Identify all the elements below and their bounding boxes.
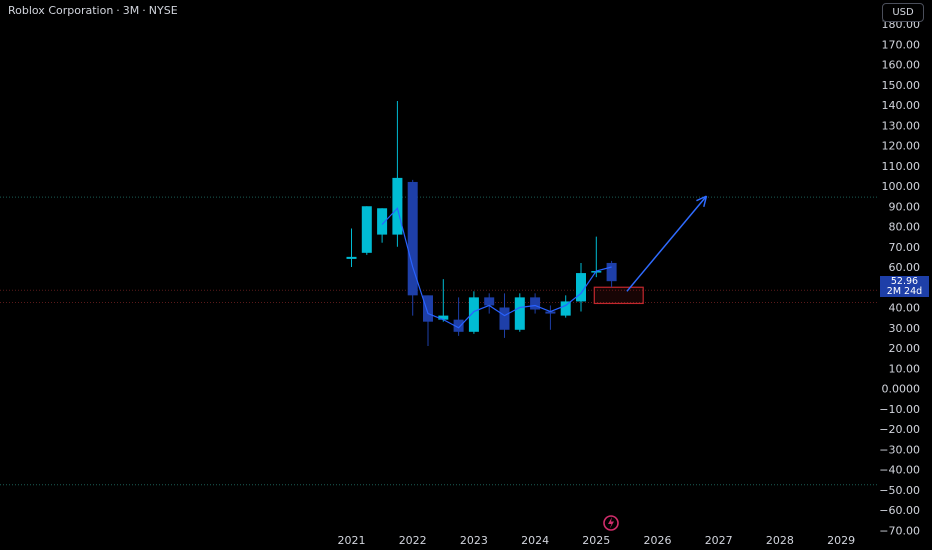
candle-body bbox=[606, 262, 617, 282]
y-tick-label: 70.00 bbox=[889, 241, 921, 254]
y-tick-label: 60.00 bbox=[889, 261, 921, 274]
time-axis: 2021 2022 2023 2024 2025 2026 2027 2028 2029 bbox=[338, 534, 856, 547]
y-tick-label: 10.00 bbox=[889, 362, 921, 375]
x-tick-label: 2025 bbox=[582, 534, 610, 547]
currency-button[interactable]: USD bbox=[882, 3, 924, 22]
y-tick-label: −10.00 bbox=[879, 403, 920, 416]
candle-body bbox=[453, 319, 464, 332]
horizontal-levels bbox=[0, 196, 878, 486]
moving-average-line bbox=[381, 207, 612, 329]
candle[interactable] bbox=[453, 297, 464, 336]
x-tick-label: 2024 bbox=[521, 534, 549, 547]
zone-rectangle[interactable] bbox=[593, 286, 644, 305]
arrow-shaft[interactable] bbox=[626, 195, 708, 292]
candle[interactable] bbox=[392, 100, 403, 247]
candle[interactable] bbox=[438, 279, 449, 322]
candle[interactable] bbox=[468, 291, 479, 334]
y-tick-label: 120.00 bbox=[882, 140, 921, 153]
candle[interactable] bbox=[346, 228, 357, 267]
y-tick-label: 130.00 bbox=[882, 119, 921, 132]
y-tick-label: 30.00 bbox=[889, 322, 921, 335]
candle-body bbox=[423, 295, 433, 322]
candle[interactable] bbox=[484, 293, 495, 314]
candle[interactable] bbox=[407, 179, 418, 316]
candle[interactable] bbox=[361, 206, 372, 255]
y-tick-label: −60.00 bbox=[879, 504, 920, 517]
y-tick-label: 140.00 bbox=[882, 99, 921, 112]
y-tick-label: −30.00 bbox=[879, 443, 920, 456]
x-tick-label: 2029 bbox=[827, 534, 855, 547]
price-axis: 180.00170.00160.00150.00140.00130.00120.… bbox=[879, 18, 920, 537]
candle[interactable] bbox=[377, 208, 388, 243]
interval-label[interactable]: 3M bbox=[122, 4, 140, 17]
candle[interactable] bbox=[606, 260, 617, 288]
candle-body bbox=[377, 208, 388, 235]
exchange-label: NYSE bbox=[148, 4, 178, 17]
candle-body bbox=[514, 297, 525, 330]
arrow-head bbox=[696, 195, 707, 202]
candlestick-series bbox=[346, 100, 617, 346]
x-tick-label: 2026 bbox=[644, 534, 672, 547]
candle-body bbox=[438, 315, 449, 320]
tradingview-logo-icon bbox=[603, 515, 619, 531]
candle-body bbox=[361, 206, 372, 253]
candle-body bbox=[468, 297, 479, 332]
ma-line-path bbox=[381, 207, 612, 329]
y-tick-label: −50.00 bbox=[879, 484, 920, 497]
candle-body bbox=[530, 297, 541, 310]
candle[interactable] bbox=[530, 293, 541, 314]
candle[interactable] bbox=[545, 305, 556, 330]
candle[interactable] bbox=[423, 295, 433, 346]
x-tick-label: 2028 bbox=[766, 534, 794, 547]
y-tick-label: −20.00 bbox=[879, 423, 920, 436]
y-tick-label: 90.00 bbox=[889, 200, 921, 213]
candle-body bbox=[499, 307, 510, 330]
candle[interactable] bbox=[576, 262, 586, 312]
x-tick-label: 2022 bbox=[399, 534, 427, 547]
candle-body bbox=[545, 311, 556, 314]
arrow-head bbox=[703, 195, 708, 207]
projection-arrow bbox=[626, 195, 708, 292]
last-price-value: 52.96 bbox=[890, 276, 919, 287]
y-tick-label: 170.00 bbox=[882, 38, 921, 51]
y-tick-label: 160.00 bbox=[882, 59, 921, 72]
x-tick-label: 2023 bbox=[460, 534, 488, 547]
y-tick-label: 80.00 bbox=[889, 221, 921, 234]
title-separator: · bbox=[142, 4, 146, 17]
y-tick-label: 20.00 bbox=[889, 342, 921, 355]
candle[interactable] bbox=[514, 293, 525, 332]
bar-countdown: 2M 24d bbox=[886, 286, 923, 297]
support-zone bbox=[593, 286, 644, 305]
candle[interactable] bbox=[560, 295, 571, 318]
title-separator: · bbox=[116, 4, 120, 17]
candle-body bbox=[560, 301, 571, 316]
last-price-label: 52.96 2M 24d bbox=[880, 276, 929, 297]
y-tick-label: −70.00 bbox=[879, 524, 920, 537]
symbol-name: Roblox Corporation bbox=[8, 4, 114, 17]
candle-body bbox=[392, 177, 403, 235]
y-tick-label: 150.00 bbox=[882, 79, 921, 92]
y-tick-label: 100.00 bbox=[882, 180, 921, 193]
x-tick-label: 2027 bbox=[705, 534, 733, 547]
candle-body bbox=[407, 181, 418, 296]
candle-body bbox=[576, 273, 586, 302]
y-tick-label: −40.00 bbox=[879, 464, 920, 477]
y-tick-label: 110.00 bbox=[882, 160, 921, 173]
chart-title: Roblox Corporation · 3M · NYSE bbox=[8, 4, 178, 17]
candle-body bbox=[346, 256, 357, 259]
x-tick-label: 2021 bbox=[338, 534, 366, 547]
y-tick-label: 0.0000 bbox=[882, 383, 921, 396]
candle-body bbox=[484, 297, 495, 306]
y-tick-label: 40.00 bbox=[889, 302, 921, 315]
